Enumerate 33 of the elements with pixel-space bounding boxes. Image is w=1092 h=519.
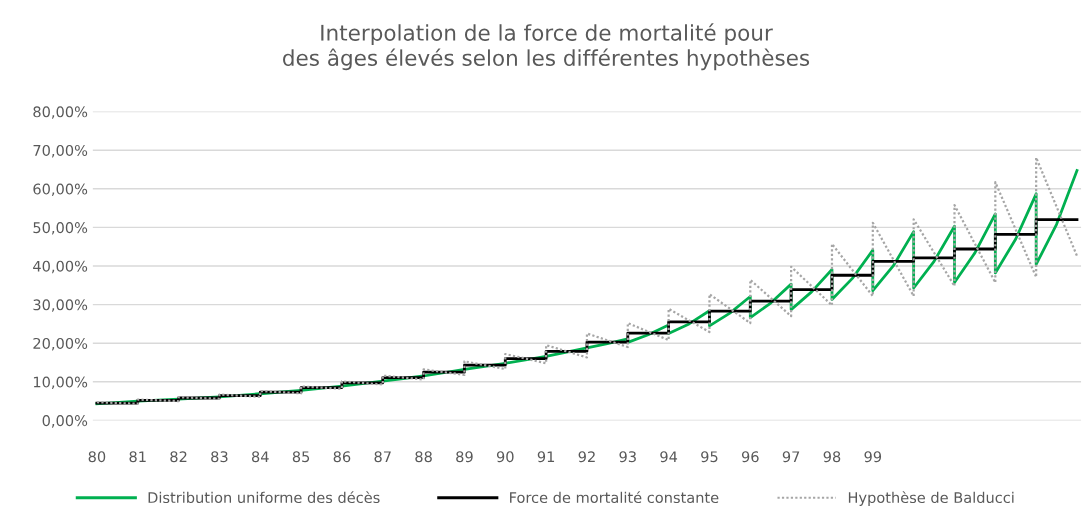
y-tick-label: 50,00% (33, 222, 88, 235)
x-tick-label: 96 (741, 451, 759, 463)
y-tick-label: 60,00% (33, 183, 88, 197)
x-tick-label: 90 (496, 451, 514, 463)
x-tick-label: 84 (251, 451, 269, 463)
x-tick-label: 89 (456, 451, 473, 463)
x-tick-label: 91 (537, 451, 555, 463)
x-tick-label: 83 (211, 451, 228, 463)
x-tick-label: 82 (170, 451, 187, 463)
y-tick-label: 10,00% (33, 376, 88, 390)
y-tick-label: 30,00% (33, 299, 88, 312)
x-tick-label: 81 (129, 451, 146, 463)
x-tick-label: 95 (701, 451, 718, 463)
chart-title: Interpolation de la force de mortalité pour des âges élevés selon les différentes hypothèses (283, 23, 810, 71)
x-tick-label: 94 (660, 451, 678, 463)
y-tick-label: 80,00% (33, 106, 88, 119)
y-tick-label: 40,00% (33, 260, 88, 274)
legend-label: Force de mortalité constante (510, 491, 719, 504)
x-tick-label: 98 (823, 451, 841, 463)
x-tick-label: 92 (578, 451, 595, 463)
x-tick-label: 86 (333, 451, 351, 463)
x-tick-label: 87 (374, 451, 391, 463)
y-tick-label: 70,00% (33, 144, 88, 158)
x-tick-label: 85 (292, 451, 310, 463)
x-tick-label: 93 (619, 451, 636, 463)
y-tick-label: 20,00% (33, 337, 88, 351)
x-tick-label: 97 (782, 451, 800, 463)
legend-label: Hypothèse de Balducci (848, 491, 1014, 506)
x-tick-label: 99 (864, 451, 882, 463)
legend-label: Distribution uniforme des décès (148, 491, 380, 504)
y-tick-label: 0,00% (42, 415, 88, 428)
x-tick-label: 80 (88, 451, 106, 463)
x-tick-label: 88 (415, 451, 432, 463)
